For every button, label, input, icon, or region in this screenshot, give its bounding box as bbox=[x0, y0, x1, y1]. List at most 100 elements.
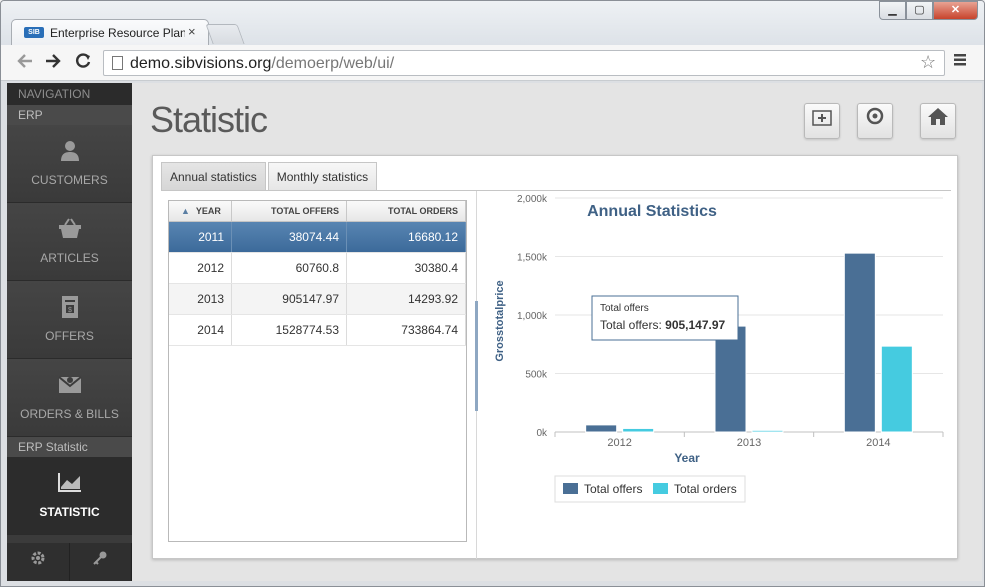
cell-year: 2013 bbox=[169, 284, 232, 314]
sidebar-item-customers[interactable]: CUSTOMERS bbox=[7, 125, 132, 203]
refresh-icon bbox=[865, 107, 885, 130]
key-icon[interactable] bbox=[70, 543, 132, 581]
user-icon bbox=[7, 125, 132, 173]
legend-box bbox=[554, 475, 746, 503]
sidebar-item-offers[interactable]: $ OFFERS bbox=[7, 281, 132, 359]
sidebar-item-label: STATISTIC bbox=[39, 505, 100, 519]
minimize-button[interactable]: ▁ bbox=[879, 1, 906, 20]
y-axis-label: Grosstotalprice bbox=[494, 280, 506, 361]
bookmark-star-icon[interactable]: ☆ bbox=[920, 52, 937, 72]
table-row[interactable]: 2013 905147.97 14293.92 bbox=[169, 284, 466, 315]
sort-ascending-icon: ▲ bbox=[181, 206, 190, 216]
tooltip-box bbox=[591, 295, 739, 341]
cell-total-offers: 60760.8 bbox=[232, 253, 347, 283]
close-window-button[interactable]: ✕ bbox=[933, 1, 978, 20]
maximize-button[interactable]: ▢ bbox=[906, 1, 933, 20]
x-tick-label: 2013 bbox=[737, 437, 761, 449]
back-arrow-icon[interactable] bbox=[15, 51, 35, 76]
cell-total-offers: 905147.97 bbox=[232, 284, 347, 314]
cell-year: 2012 bbox=[169, 253, 232, 283]
legend-swatch-total-orders bbox=[653, 483, 668, 494]
sidebar-item-articles[interactable]: ARTICLES bbox=[7, 203, 132, 281]
chart-icon bbox=[7, 457, 132, 505]
reload-icon[interactable] bbox=[73, 51, 93, 76]
sidebar-item-label: ARTICLES bbox=[40, 251, 99, 265]
refresh-button[interactable] bbox=[857, 103, 893, 139]
bar-total-orders bbox=[880, 345, 913, 433]
cell-year: 2014 bbox=[169, 315, 232, 345]
bar-total-orders bbox=[751, 429, 784, 433]
table-row[interactable]: 2014 1528774.53 733864.74 bbox=[169, 315, 466, 346]
new-window-icon bbox=[812, 110, 832, 130]
tab-divider bbox=[161, 190, 951, 191]
cell-total-orders: 733864.74 bbox=[347, 315, 466, 345]
chart-container: Annual Statistics 0k 500k 1,000k 1,500k 2,000… bbox=[475, 191, 959, 559]
svg-text:$: $ bbox=[68, 307, 72, 314]
table-row[interactable]: 2012 60760.8 30380.4 bbox=[169, 253, 466, 284]
document-icon: $ bbox=[7, 281, 132, 329]
x-axis-label: Year bbox=[674, 451, 700, 465]
address-bar[interactable]: demo.sibvisions.org/demoerp/web/ui/ ☆ bbox=[103, 50, 945, 76]
hamburger-menu-icon[interactable] bbox=[953, 53, 967, 72]
browser-tab-title: Enterprise Resource Planni bbox=[50, 26, 185, 40]
sidebar-item-label: OFFERS bbox=[45, 329, 94, 343]
x-tick-label: 2014 bbox=[866, 437, 890, 449]
bar-total-offers bbox=[843, 252, 876, 433]
sidebar-header: NAVIGATION bbox=[7, 83, 132, 105]
legend-swatch-total-offers bbox=[563, 483, 578, 494]
table-row[interactable]: 2011 38074.44 16680.12 bbox=[169, 222, 466, 253]
cell-total-offers: 1528774.53 bbox=[232, 315, 347, 345]
sidebar-group-erp: ERP bbox=[7, 105, 132, 125]
browser-tab[interactable]: SIB Enterprise Resource Planni × bbox=[11, 19, 209, 45]
main-content: Statistic Annual statistics Monthly stat… bbox=[132, 83, 982, 581]
sidebar: NAVIGATION ERP CUSTOMERS ARTICLES $ OFFE… bbox=[7, 83, 132, 581]
sidebar-item-statistic[interactable]: STATISTIC bbox=[7, 457, 132, 535]
sidebar-item-label: CUSTOMERS bbox=[31, 173, 108, 187]
new-tab-button[interactable] bbox=[205, 24, 245, 44]
y-tick-label: 500k bbox=[525, 370, 548, 381]
cell-total-orders: 16680.12 bbox=[347, 222, 466, 252]
sib-favicon-icon: SIB bbox=[24, 27, 44, 38]
cell-year: 2011 bbox=[169, 222, 232, 252]
bar-total-offers bbox=[714, 325, 747, 433]
column-header-year[interactable]: ▲ YEAR bbox=[169, 201, 232, 221]
chart-title: Annual Statistics bbox=[587, 203, 717, 220]
bar-total-orders bbox=[622, 427, 655, 433]
new-window-button[interactable] bbox=[804, 103, 840, 139]
tooltip-title: Total offers bbox=[600, 303, 649, 314]
bar-total-offers bbox=[585, 424, 618, 433]
y-tick-label: 1,500k bbox=[517, 253, 548, 264]
y-tick-label: 0k bbox=[536, 428, 548, 439]
table-body: 2011 38074.44 16680.12 2012 60760.8 3038… bbox=[169, 222, 466, 346]
annual-statistics-chart[interactable]: Annual Statistics 0k 500k 1,000k 1,500k 2,000… bbox=[477, 191, 959, 559]
y-tick-label: 1,000k bbox=[517, 311, 548, 322]
tab-monthly-statistics[interactable]: Monthly statistics bbox=[267, 162, 378, 191]
cell-total-offers: 38074.44 bbox=[232, 222, 347, 252]
y-tick-label: 2,000k bbox=[517, 194, 548, 205]
tooltip-value: Total offers: 905,147.97 bbox=[600, 318, 726, 332]
basket-icon bbox=[7, 203, 132, 251]
tab-close-icon[interactable]: × bbox=[188, 24, 196, 39]
home-icon bbox=[927, 108, 949, 130]
sidebar-item-orders-bills[interactable]: ORDERS & BILLS bbox=[7, 359, 132, 437]
column-header-total-orders[interactable]: TOTAL ORDERS bbox=[347, 201, 466, 221]
split-divider[interactable] bbox=[475, 301, 478, 411]
home-button[interactable] bbox=[920, 103, 956, 139]
cell-total-orders: 30380.4 bbox=[347, 253, 466, 283]
envelope-icon bbox=[7, 359, 132, 407]
url-text[interactable]: demo.sibvisions.org/demoerp/web/ui/ bbox=[130, 55, 395, 72]
cell-total-orders: 14293.92 bbox=[347, 284, 466, 314]
legend-label-total-offers: Total offers bbox=[584, 482, 642, 496]
x-tick-label: 2012 bbox=[607, 437, 631, 449]
page-icon bbox=[112, 56, 123, 70]
statistics-panel: Annual statistics Monthly statistics ▲ YE… bbox=[152, 155, 958, 559]
browser-titlebar: SIB Enterprise Resource Planni × ▁ ▢ ✕ bbox=[1, 1, 984, 45]
sidebar-item-label: ORDERS & BILLS bbox=[20, 407, 119, 421]
forward-arrow-icon[interactable] bbox=[43, 51, 63, 76]
column-header-total-offers[interactable]: TOTAL OFFERS bbox=[232, 201, 347, 221]
table-header: ▲ YEAR TOTAL OFFERS TOTAL ORDERS bbox=[169, 201, 466, 222]
statistics-table[interactable]: ▲ YEAR TOTAL OFFERS TOTAL ORDERS 2011 380… bbox=[168, 200, 467, 542]
gear-icon[interactable] bbox=[7, 543, 70, 581]
tab-annual-statistics[interactable]: Annual statistics bbox=[161, 162, 266, 191]
